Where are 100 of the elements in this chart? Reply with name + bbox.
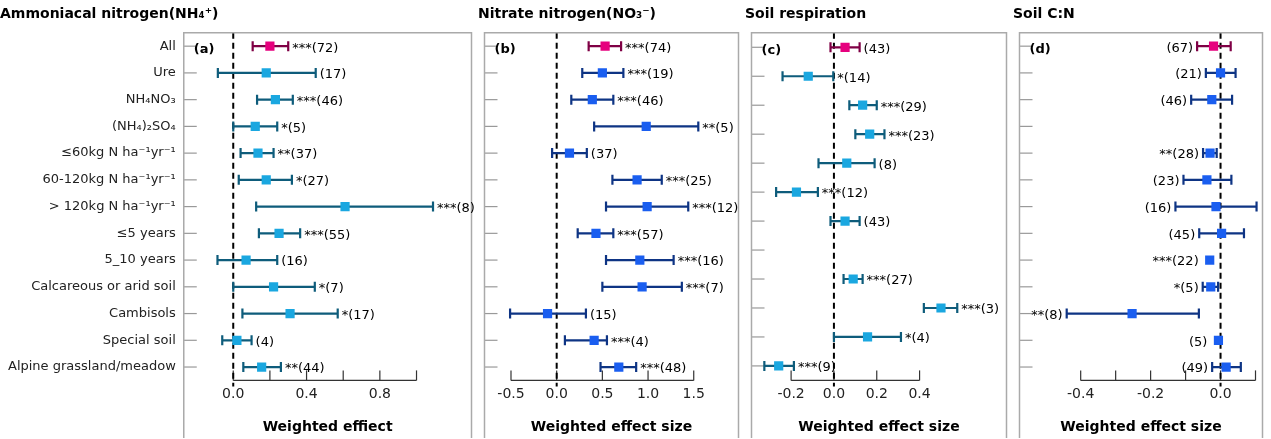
point <box>564 148 575 158</box>
annotation: *(27) <box>295 173 330 189</box>
annotation: (21) <box>1175 66 1202 82</box>
x-tick-label: 0.4 <box>295 385 318 402</box>
point <box>1221 362 1231 372</box>
point <box>840 216 850 226</box>
x-tick-label: 0.8 <box>368 385 391 402</box>
point <box>1205 255 1215 265</box>
y-tick-label: Calcareous or arid soil <box>31 278 176 294</box>
annotation: ***(3) <box>961 301 1000 317</box>
annotation: (37) <box>590 146 618 162</box>
point <box>632 175 642 185</box>
point <box>642 202 652 212</box>
annotation: (15) <box>589 306 617 322</box>
point <box>1202 175 1212 185</box>
x-axis-title: Weighted effiect <box>262 418 393 435</box>
annotation: (4) <box>255 333 274 349</box>
point <box>858 100 868 110</box>
y-tick-label: ≤60kg N ha⁻¹yr⁻¹ <box>61 144 176 160</box>
annotation: *(17) <box>341 306 375 322</box>
annotation: ***(22) <box>1152 253 1199 269</box>
point <box>862 332 873 342</box>
x-tick-label: 0.0 <box>222 385 245 402</box>
point <box>261 68 271 78</box>
y-tick-label: 5_10 years <box>104 251 176 267</box>
annotation: (46) <box>1160 93 1188 109</box>
point <box>840 42 850 52</box>
point <box>274 228 284 238</box>
x-tick-label: 0.0 <box>1209 385 1232 402</box>
x-tick-label: -0.4 <box>1067 385 1095 402</box>
annotation: ***(57) <box>617 226 664 242</box>
chart-title: Soil respiration <box>745 5 867 22</box>
x-tick-label: 1.0 <box>636 385 660 402</box>
point <box>1213 335 1224 345</box>
annotation: ***(46) <box>617 93 664 109</box>
point <box>270 95 280 105</box>
point <box>587 95 597 105</box>
y-tick-label: (NH₄)₂SO₄ <box>112 117 176 133</box>
annotation: (43) <box>863 40 891 56</box>
point <box>1215 68 1226 78</box>
point <box>261 175 271 185</box>
point <box>641 121 651 131</box>
point <box>340 202 350 212</box>
point <box>542 308 553 319</box>
annotation: ***(23) <box>888 127 935 143</box>
x-tick-label: -0.2 <box>1136 385 1165 402</box>
point <box>253 148 263 158</box>
annotation: (43) <box>863 214 891 230</box>
annotation: *(5) <box>281 119 307 135</box>
point <box>614 362 624 372</box>
y-tick-label: Ure <box>153 64 176 80</box>
x-tick-label: 0.2 <box>865 385 888 402</box>
annotation: *(4) <box>904 330 930 346</box>
y-tick-label: All <box>159 37 176 53</box>
point <box>1127 308 1137 319</box>
point <box>1217 228 1227 238</box>
annotation: (67) <box>1166 39 1194 55</box>
annotation: ***(48) <box>640 360 687 376</box>
point <box>637 282 647 292</box>
annotation: ***(46) <box>296 93 343 109</box>
point <box>241 255 251 265</box>
y-tick-label: Cambisols <box>109 304 176 320</box>
annotation: **(37) <box>277 146 318 162</box>
annotation: ***(74) <box>625 39 672 55</box>
annotation: ***(12) <box>692 199 739 215</box>
y-tick-label: > 120kg N ha⁻¹yr⁻¹ <box>48 197 176 213</box>
annotation: (8) <box>878 156 898 172</box>
x-tick-label: 0.0 <box>545 385 568 402</box>
annotation: ***(27) <box>866 272 913 288</box>
point <box>285 308 295 319</box>
x-tick-label: -0.5 <box>497 385 525 402</box>
point <box>600 41 610 51</box>
point <box>791 187 802 197</box>
annotation: **(44) <box>284 360 325 376</box>
x-axis-title: Weighted effect size <box>1060 418 1222 435</box>
annotation: (c) <box>761 41 782 57</box>
annotation: ***(19) <box>627 66 674 82</box>
point <box>842 158 852 168</box>
point <box>232 335 242 345</box>
x-tick-label: -0.2 <box>777 385 805 402</box>
annotation: ***(12) <box>821 185 869 201</box>
point <box>265 41 275 51</box>
x-tick-label: 0.0 <box>822 385 846 402</box>
y-tick-label: ≤5 years <box>116 224 176 240</box>
x-tick-label: 1.5 <box>682 385 705 402</box>
x-axis-title: Weighted effect size <box>798 418 960 435</box>
annotation: *(5) <box>1173 280 1199 296</box>
annotation: (16) <box>1144 199 1172 215</box>
y-tick-label: 60-120kg N ha⁻¹yr⁻¹ <box>42 171 176 187</box>
point <box>589 335 599 345</box>
point <box>1211 202 1221 212</box>
x-tick-label: 0.5 <box>591 385 614 402</box>
annotation: **(8) <box>1031 306 1063 322</box>
annotation: **(28) <box>1159 146 1200 162</box>
annotation: ***(4) <box>610 333 649 349</box>
annotation: ***(72) <box>292 39 339 55</box>
annotation: (17) <box>319 66 347 82</box>
annotation: ***(25) <box>665 173 712 189</box>
point <box>803 71 813 81</box>
y-tick-label: Special soil <box>102 331 176 347</box>
